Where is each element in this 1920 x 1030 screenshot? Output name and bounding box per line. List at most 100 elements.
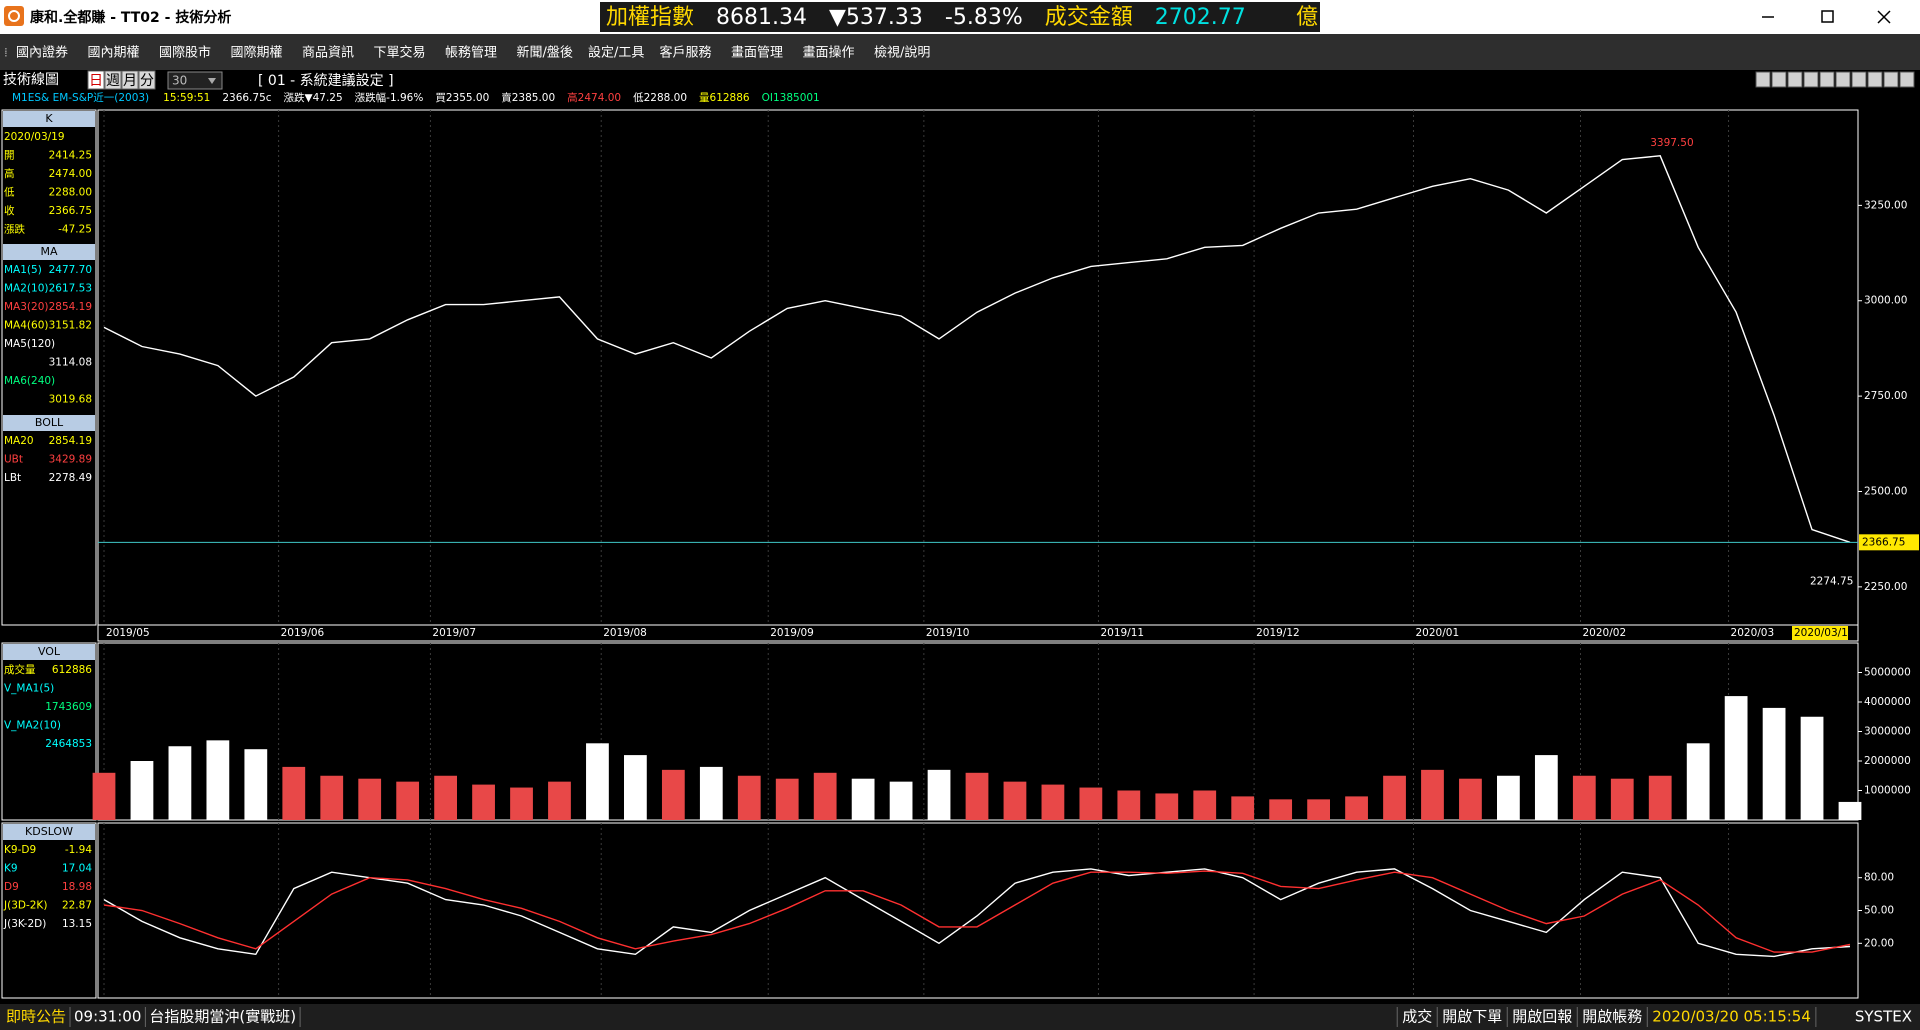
volume-bar [1003,781,1027,820]
y-tick-label: 3250.00 [1864,199,1907,211]
volume-bar [624,755,647,820]
tool-icon[interactable] [1819,71,1835,88]
x-tick-label: 2019/05 [106,627,150,639]
row-label: J(3D-2K) [3,900,47,912]
menu-item[interactable]: 客戶服務 [660,45,712,61]
y-tick-label: 80.00 [1864,872,1894,884]
period-buttons: 日週月分 [87,70,156,90]
y-tick-label: 1000000 [1864,785,1911,797]
x-tick-label: 2019/06 [281,627,325,639]
menu-item[interactable]: 國內證券 [16,45,68,61]
section-header [3,111,95,127]
menu-item[interactable]: 國內期權 [88,46,140,61]
row-value: 612886 [52,664,92,676]
menu-grip: ⁞ [4,46,8,60]
tool-icon[interactable] [1787,71,1803,88]
info-item: 低2288.00 [633,91,687,104]
row-value: 18.98 [62,881,92,893]
menu-item[interactable]: 國際期權 [231,46,283,61]
row-value: -1.94 [65,844,92,856]
volume-bar [396,781,420,820]
row-value: -47.25 [58,224,92,236]
volume-bar [1117,790,1141,820]
y-tick-label: 2250.00 [1864,581,1907,593]
menu-item[interactable]: 畫面管理 [731,46,783,61]
ticker-change_pct: -5.83% [945,5,1023,30]
period-button[interactable] [104,70,122,90]
period-button[interactable] [138,70,156,90]
volume-bar [1459,778,1482,820]
tool-icon[interactable] [1771,71,1787,88]
menu-item[interactable]: 帳務管理 [445,46,497,61]
row-label: LBt [4,472,21,484]
section-title: MA [40,245,57,258]
volume-bar [661,769,685,820]
ticker-turnover: 2702.77 [1155,5,1246,30]
row-label: D9 [4,881,19,893]
section-header [3,644,95,660]
row-label: MA1(5) [4,264,42,276]
tool-icon[interactable] [1883,71,1899,88]
x-tick-label: 2020/02 [1583,627,1627,639]
volume-bar [92,772,116,820]
row-value: 2464853 [45,738,92,750]
menu-item[interactable]: 畫面操作 [803,45,855,61]
period-button[interactable] [87,70,105,90]
menu-item[interactable]: 商品資訊 [302,46,354,61]
tool-icon[interactable] [1755,71,1771,88]
ticker-turnover_label: 成交金額 [1045,5,1133,30]
info-item: 高2474.00 [567,91,621,104]
status-item[interactable]: 即時公告 [6,1008,66,1026]
period-label: 週 [106,73,120,89]
last-price-tag [1859,534,1919,551]
status-item[interactable]: 開啟回報 [1512,1008,1572,1026]
tool-icon[interactable] [1899,71,1915,88]
row-label: 2020/03/19 [4,131,65,143]
row-value: 2617.53 [49,283,92,295]
status-item[interactable]: 開啟帳務 [1582,1008,1642,1026]
menu-item[interactable]: 設定/工具 [588,45,644,61]
info-item: 賣2385.00 [501,91,555,104]
row-value: 2288.00 [49,187,92,199]
tool-icon[interactable] [1803,71,1819,88]
volume-bar [1079,787,1103,820]
info-item: 15:59:51 [163,92,210,104]
y-tick-label: 4000000 [1864,696,1911,708]
tool-icon[interactable] [1867,71,1883,88]
panels [1,109,1859,999]
row-label: 漲跌 [4,223,25,236]
last-price-label: 2366.75 [1862,536,1905,548]
period-button[interactable] [121,70,139,90]
tool-icon[interactable] [1851,71,1867,88]
menu-item[interactable]: 檢視/說明 [874,45,930,61]
tool-icon[interactable] [1835,71,1851,88]
row-label: 開 [4,150,15,162]
status-item[interactable]: 成交 [1402,1008,1432,1026]
menu-item[interactable]: 下單交易 [374,45,426,61]
y-tick-label: 50.00 [1864,905,1894,917]
info-item: 量612886 [699,92,750,104]
restore-button[interactable] [1821,10,1834,23]
close-button[interactable] [1877,10,1891,24]
setting-label[interactable]: [ 01 - 系統建議設定 ] [258,72,394,89]
x-tick-label: 2020/03 [1731,627,1775,639]
status-item[interactable]: 開啟下單 [1442,1008,1502,1026]
menu-bar [0,34,1920,70]
row-label: UBt [4,454,23,466]
volume-bar [889,781,913,820]
toolbar [0,70,1920,90]
row-label: J(3K-2D) [3,918,46,930]
minutes-box[interactable] [167,71,223,90]
volume-bar [168,746,192,820]
status-bar [0,1004,1920,1030]
row-label: 收 [4,204,15,217]
volume-bar [1307,799,1330,820]
left-frame [1,822,97,999]
menu-item[interactable]: 國際股市 [159,45,211,61]
info-item: 2366.75c [222,92,271,104]
ticker-change: ▼537.33 [829,5,923,30]
menu-item[interactable]: 新聞/盤後 [517,45,573,61]
volume-bar [1155,793,1179,820]
volume-bar [1838,801,1862,820]
